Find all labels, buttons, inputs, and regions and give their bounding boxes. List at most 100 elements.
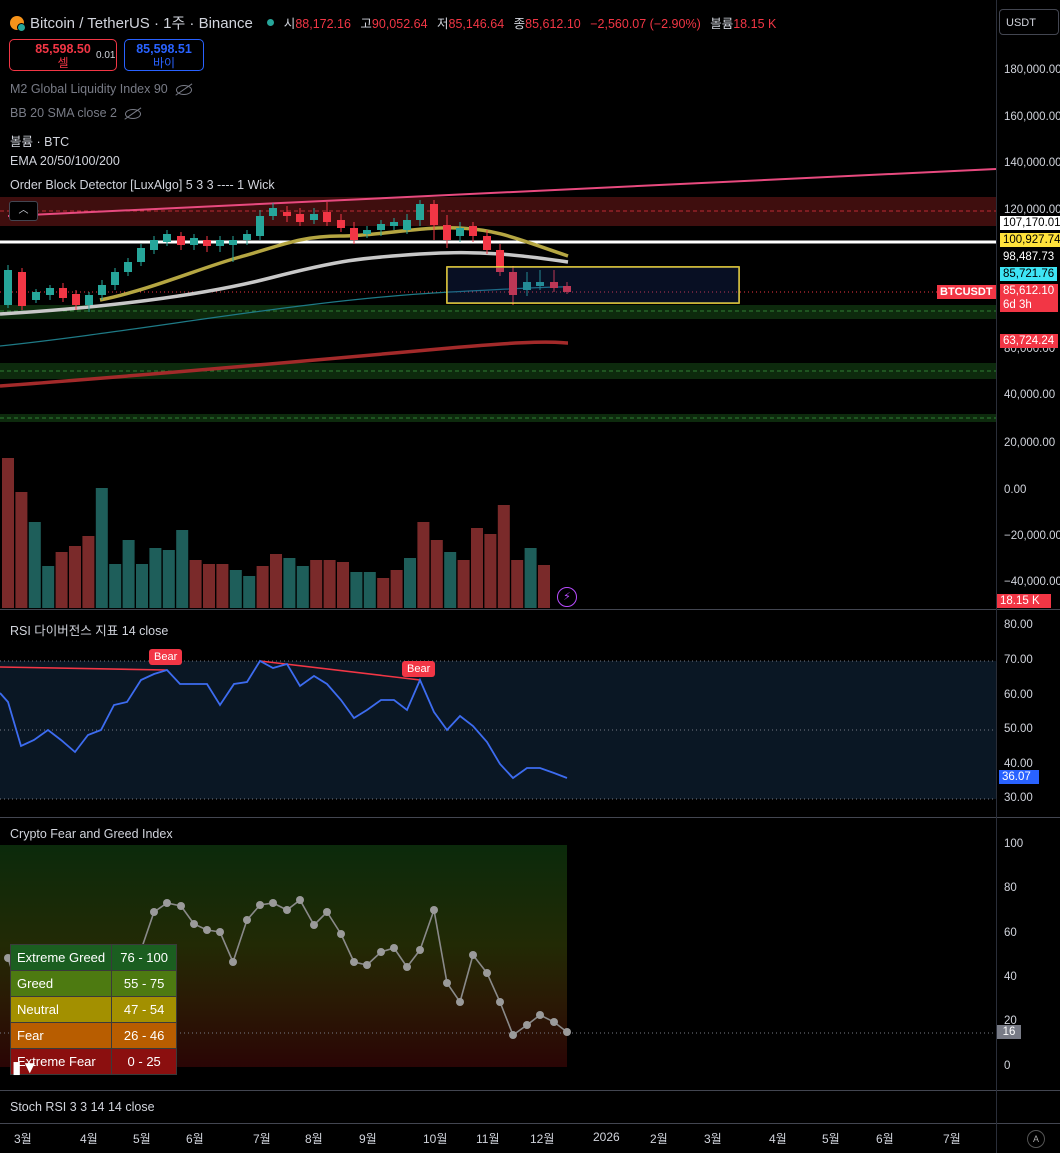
rsi-band xyxy=(0,661,996,799)
candle-body xyxy=(190,238,198,245)
legend-label: Extreme Fear xyxy=(9,1048,113,1075)
time-axis-label: 7월 xyxy=(253,1132,271,1146)
fng-axis-label: 20 xyxy=(1004,1015,1017,1027)
volume-bar xyxy=(390,570,403,608)
fear-greed-point xyxy=(430,906,438,914)
candle-body xyxy=(456,228,464,236)
currency-selector[interactable]: USDT xyxy=(999,9,1059,35)
candle-body xyxy=(403,220,411,230)
volume-bar xyxy=(270,554,282,608)
time-axis-label: 12월 xyxy=(530,1132,555,1146)
collapse-legend-button[interactable]: ︿ xyxy=(9,201,38,221)
rsi-axis-label: 40.00 xyxy=(1004,758,1033,770)
candle-body xyxy=(310,214,318,220)
volume-bar xyxy=(95,488,108,608)
symbol-title[interactable]: Bitcoin / TetherUS · 1주 · Binance xyxy=(30,15,253,32)
legend-range: 26 - 46 xyxy=(111,1022,178,1049)
price-tag-ema100: 85,721.76 xyxy=(1000,267,1058,281)
volume-bar xyxy=(417,522,430,608)
buy-button[interactable]: 85,598.51 바이 xyxy=(124,39,204,71)
market-status-dot xyxy=(266,19,274,26)
volume-bar xyxy=(28,522,41,608)
time-axis-label: 5월 xyxy=(133,1132,151,1146)
fear-greed-point xyxy=(403,963,411,971)
pane-separator[interactable] xyxy=(0,817,1060,818)
indicator-bb[interactable]: BB 20 SMA close 2 xyxy=(10,106,142,120)
candle-body xyxy=(536,282,544,286)
candle-body xyxy=(32,292,40,300)
fear-greed-point xyxy=(216,928,224,936)
pane-separator[interactable] xyxy=(0,609,1060,610)
indicator-m2[interactable]: M2 Global Liquidity Index 90 xyxy=(10,82,192,96)
bear-divergence-label: Bear xyxy=(149,649,183,665)
price-tag-white-line: 107,170.01 xyxy=(1000,216,1060,230)
volume-bar xyxy=(337,562,349,608)
legend-range: 55 - 75 xyxy=(111,970,178,997)
bitcoin-icon xyxy=(10,15,26,32)
time-axis-label: 10월 xyxy=(423,1132,448,1146)
fng-axis-label: 0 xyxy=(1004,1060,1011,1072)
candle-body xyxy=(550,282,558,288)
price-axis-label: 160,000.00 xyxy=(1004,111,1060,123)
candle-body xyxy=(59,288,67,298)
rsi-title[interactable]: RSI 다이버전스 지표 14 close xyxy=(10,624,169,638)
fng-axis-label: 60 xyxy=(1004,927,1017,939)
tradingview-logo-icon[interactable]: ▮▼ xyxy=(12,1058,39,1077)
fear-greed-point xyxy=(377,948,385,956)
indicator-ema[interactable]: EMA 20/50/100/200 xyxy=(10,154,120,168)
volume-bar xyxy=(69,546,81,608)
fear-greed-point xyxy=(163,899,171,907)
fear-greed-point xyxy=(536,1011,544,1019)
candle-body xyxy=(72,294,80,305)
price-axis-label: 0.00 xyxy=(1004,484,1027,496)
volume-bar xyxy=(524,548,537,608)
pane-separator[interactable] xyxy=(0,1090,1060,1091)
stoch-rsi-title[interactable]: Stoch RSI 3 3 14 14 close xyxy=(10,1100,155,1114)
candlesticks xyxy=(4,200,571,312)
volume-bar xyxy=(2,458,14,608)
fear-greed-point xyxy=(177,902,185,910)
indicator-volume[interactable]: 볼륨 · BTC xyxy=(10,135,70,149)
pane-separator[interactable] xyxy=(0,1123,1060,1124)
ema-50-line xyxy=(0,250,569,316)
auto-scale-button[interactable]: A xyxy=(1027,1130,1045,1148)
ema-20-line xyxy=(99,225,569,302)
volume-bar xyxy=(42,566,55,608)
spread-value: 0.01 xyxy=(96,50,116,61)
bar-countdown: 6d 3h xyxy=(1000,298,1058,312)
price-tag-ema50: 98,487.73 xyxy=(1000,250,1058,264)
fear-greed-point xyxy=(229,958,237,966)
fear-greed-point xyxy=(269,899,277,907)
volume-bar xyxy=(511,560,524,608)
indicator-order-block[interactable]: Order Block Detector [LuxAlgo] 5 3 3 ---… xyxy=(10,178,275,192)
price-tag-ema20: 100,927.74 xyxy=(1000,233,1060,247)
fear-greed-point xyxy=(443,979,451,987)
lightning-icon[interactable]: ⚡ xyxy=(557,587,577,607)
volume-bar xyxy=(203,564,215,608)
time-axis-label: 5월 xyxy=(822,1132,840,1146)
fear-greed-title[interactable]: Crypto Fear and Greed Index xyxy=(10,827,173,841)
volume-bar xyxy=(109,564,122,608)
candle-body xyxy=(509,272,517,295)
price-axis-label: 120,000.00 xyxy=(1004,204,1060,216)
volume-bar xyxy=(243,576,256,608)
fear-greed-legend-table: Extreme Greed 76 - 100 Greed 55 - 75 Neutr… xyxy=(9,944,178,1075)
rsi-line xyxy=(0,659,568,780)
price-tag-ema200: 63,724.24 xyxy=(1000,334,1058,348)
fear-greed-point xyxy=(363,961,371,969)
time-axis-label: 4월 xyxy=(80,1132,98,1146)
hidden-eye-icon[interactable] xyxy=(125,108,142,119)
candle-body xyxy=(469,226,477,236)
fear-greed-point xyxy=(509,1031,517,1039)
volume-bar xyxy=(15,492,28,608)
volume-bar xyxy=(538,565,550,608)
time-axis-label: 3월 xyxy=(704,1132,722,1146)
hidden-eye-icon[interactable] xyxy=(175,84,192,95)
fear-greed-point xyxy=(190,920,198,928)
fear-greed-point xyxy=(310,921,318,929)
volume-tag: 18.15 K xyxy=(997,594,1051,608)
candle-body xyxy=(350,228,358,240)
sell-button[interactable]: 85,598.50 셀 xyxy=(9,39,117,71)
candle-body xyxy=(443,225,451,240)
